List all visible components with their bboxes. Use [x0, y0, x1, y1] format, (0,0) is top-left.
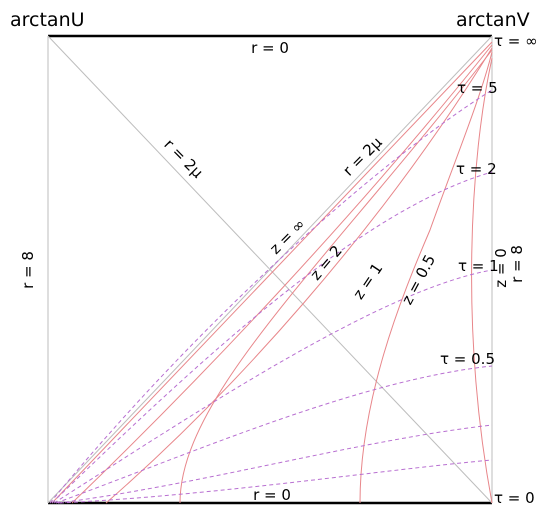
z-05-label: z = 0.5	[398, 252, 439, 308]
tau-0-label: τ = 0	[494, 489, 535, 507]
tau-curve-2	[51, 171, 493, 504]
z-zero-right-label: z = 0	[492, 248, 510, 288]
z-1-label: z = 1	[349, 260, 386, 303]
z-curve-05	[359, 51, 493, 504]
r-eight-left-label: r = 8	[19, 251, 37, 289]
tau-curves	[49, 89, 493, 504]
r-zero-top-label: r = 0	[251, 39, 289, 57]
z-curve-0	[471, 57, 493, 504]
r-eight-right-label: r = 8	[508, 245, 526, 283]
tau-curve-02	[57, 424, 493, 504]
tau-curve-1	[53, 269, 493, 504]
arctanv-label: arctanV	[456, 9, 530, 31]
tau-2-label: τ = 2	[456, 160, 497, 178]
tau-curve-01	[59, 459, 493, 504]
tau-curve-5	[49, 89, 493, 504]
tau-inf-label: τ = ∞	[494, 32, 538, 50]
horizon-diagonal-upper	[47, 35, 493, 504]
z-curve-inf	[51, 41, 493, 504]
tau-5-label: τ = 5	[457, 79, 498, 97]
tau-1-label: τ = 1	[458, 257, 499, 275]
z-2-label: z = 2	[307, 242, 346, 284]
arctanu-label: arctanU	[10, 9, 85, 31]
r-zero-bottom-label: r = 0	[253, 486, 291, 504]
z-curve-3	[71, 44, 493, 504]
tau-curve-05	[55, 365, 493, 504]
r-2mu-main-label: r = 2μ	[160, 135, 207, 182]
tau-05-label: τ = 0.5	[440, 350, 495, 368]
z-curve-1	[179, 49, 493, 504]
